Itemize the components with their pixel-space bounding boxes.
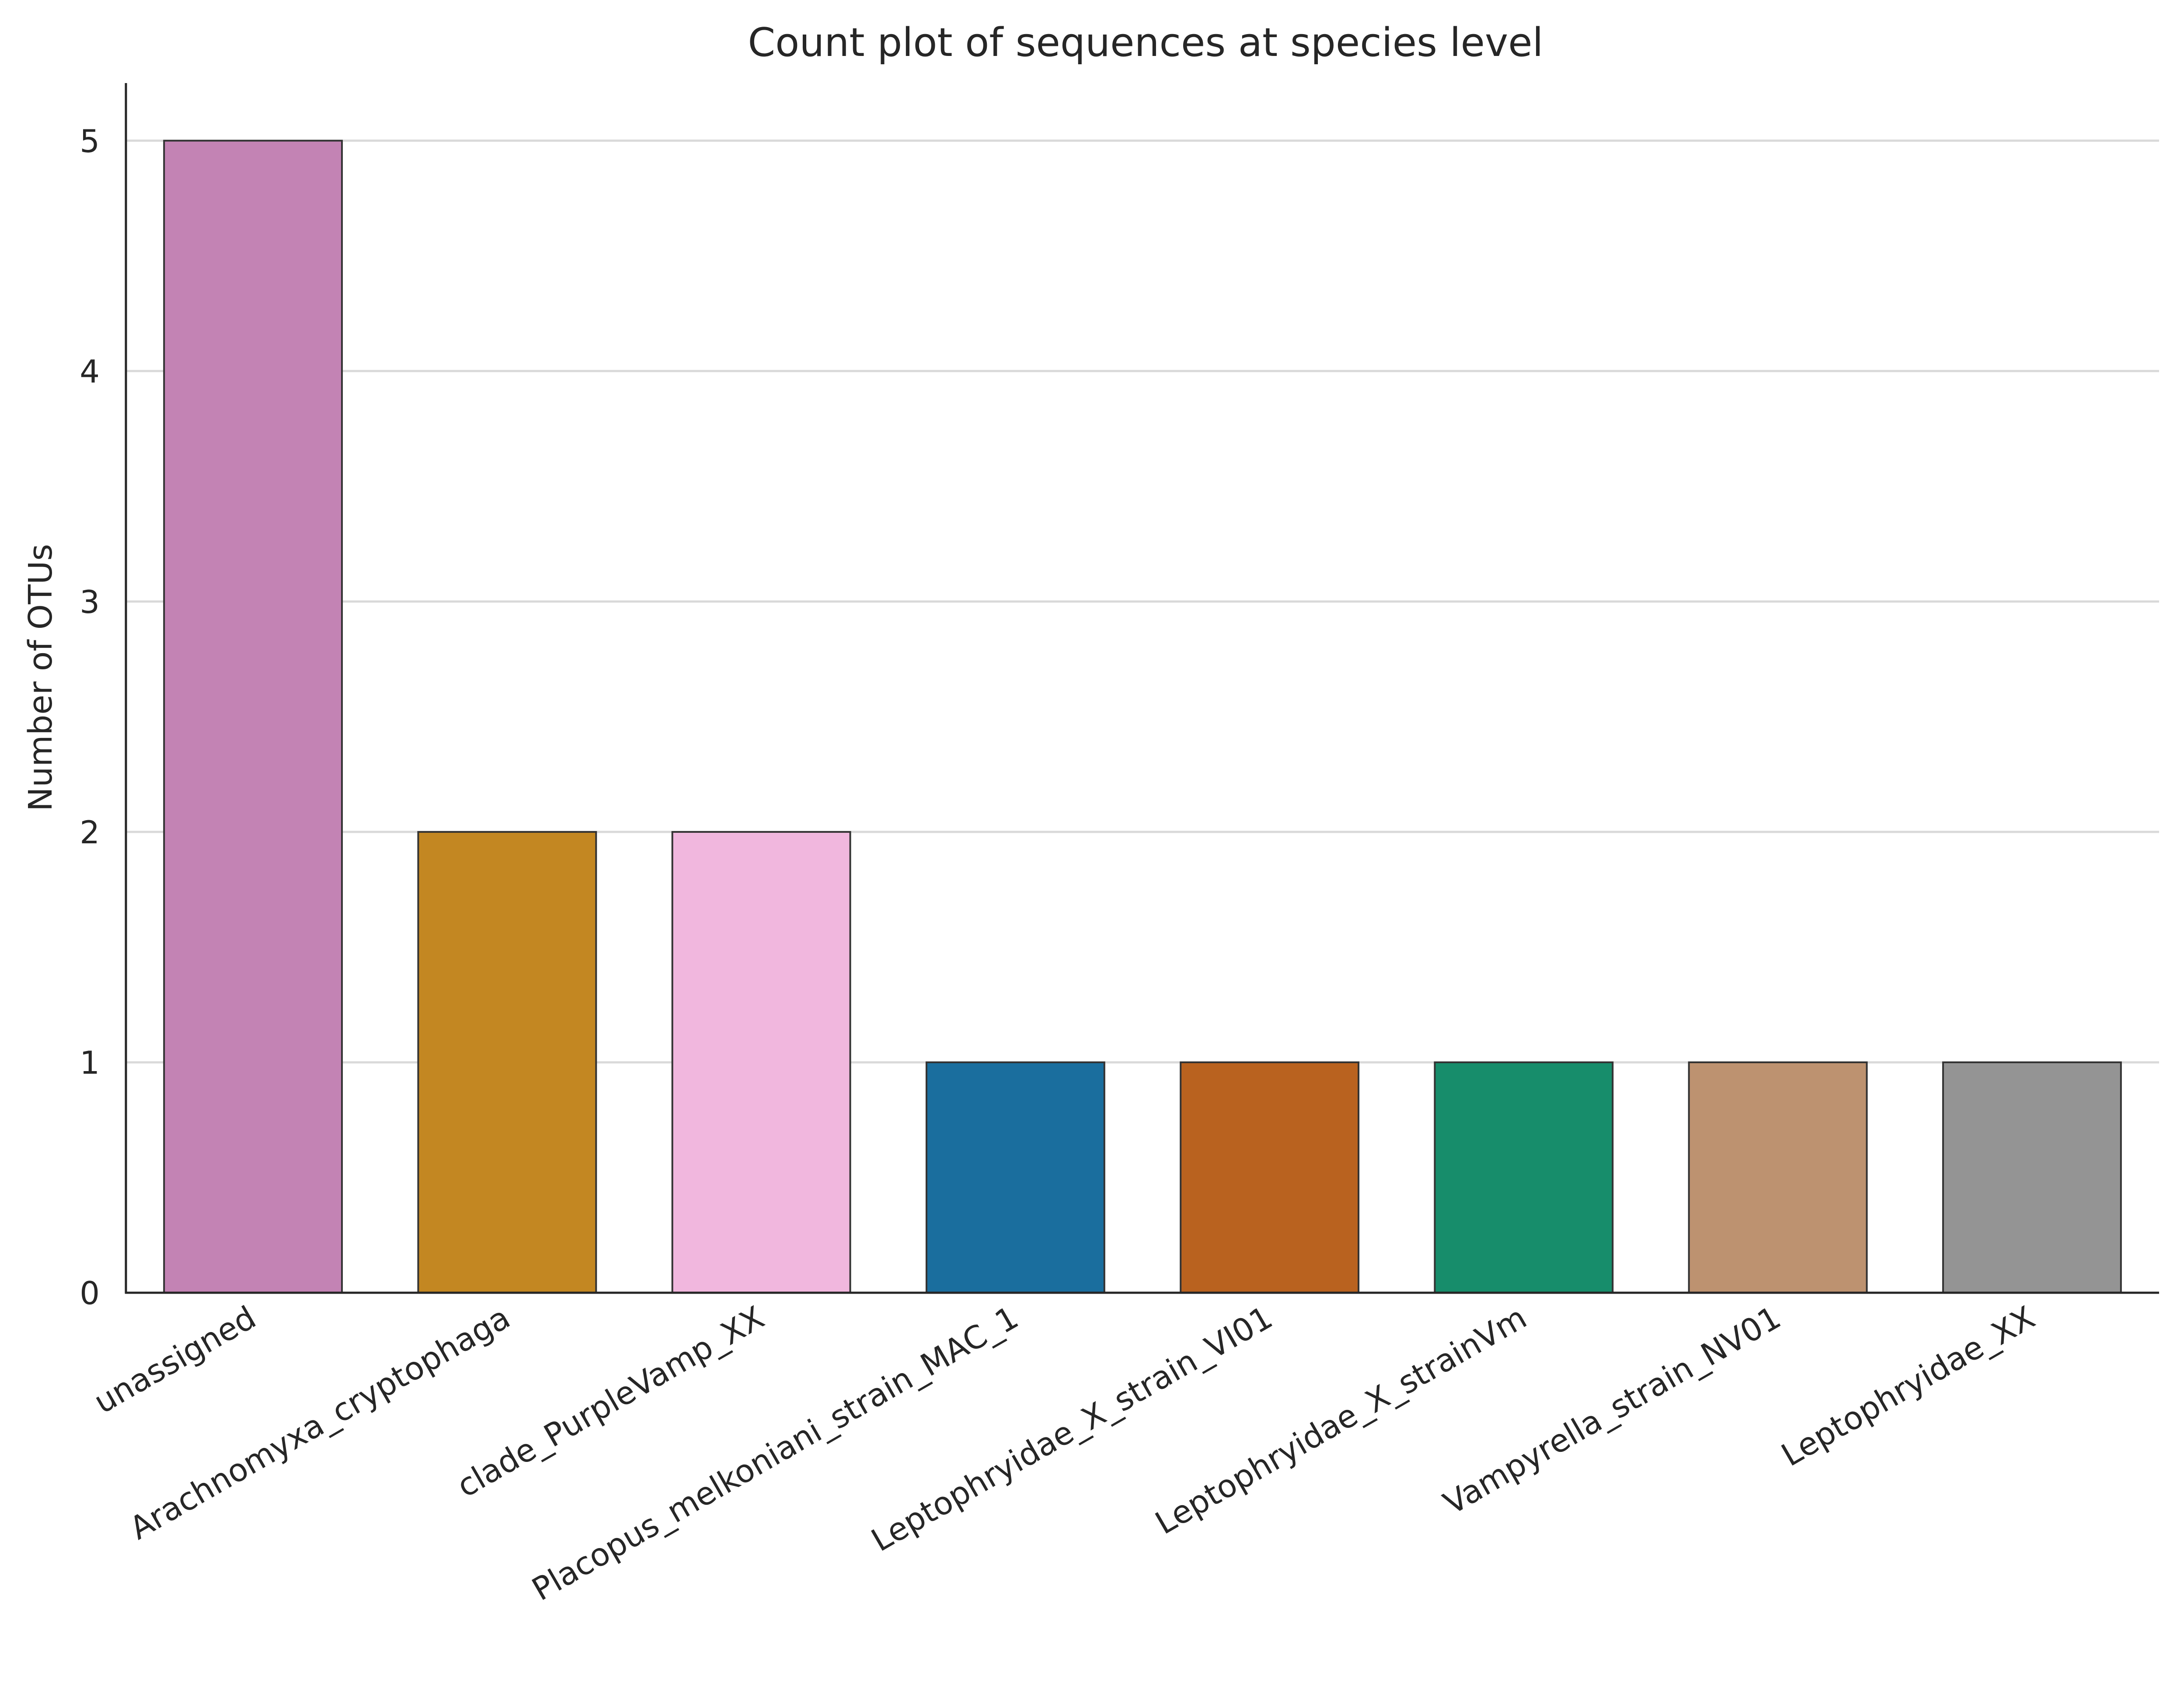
x-tick-labels: unassignedArachnomyxa_cryptophagaclade_P…: [88, 1299, 2041, 1608]
x-tick-label: unassigned: [88, 1299, 262, 1421]
y-tick-label: 4: [80, 353, 100, 390]
bar: [1180, 1061, 1360, 1294]
x-tick-label: Leptophryidae_X_strain_VI01: [865, 1299, 1279, 1559]
y-tick-label: 1: [80, 1044, 100, 1081]
y-tick-labels: 0 1 2 3 4 5: [80, 123, 100, 1312]
y-tick-label: 2: [80, 814, 100, 851]
y-axis-label: Number of OTUs: [22, 544, 59, 811]
bar: [1942, 1061, 2122, 1294]
y-tick-label: 0: [80, 1275, 100, 1312]
bar: [417, 831, 597, 1294]
bar: [163, 139, 343, 1294]
bar: [925, 1061, 1105, 1294]
bar: [1434, 1061, 1614, 1294]
x-tick-label: Placopus_melkoniani_strain_MAC_1: [526, 1299, 1024, 1608]
bars: [163, 139, 2122, 1294]
chart-title: Count plot of sequences at species level: [748, 20, 1543, 66]
y-tick-label: 5: [80, 123, 100, 160]
y-tick-label: 3: [80, 584, 100, 620]
x-tick-label: Leptophryidae_XX: [1775, 1299, 2041, 1473]
bar: [1688, 1061, 1868, 1294]
bar: [671, 831, 851, 1294]
axes: [125, 83, 2159, 1294]
